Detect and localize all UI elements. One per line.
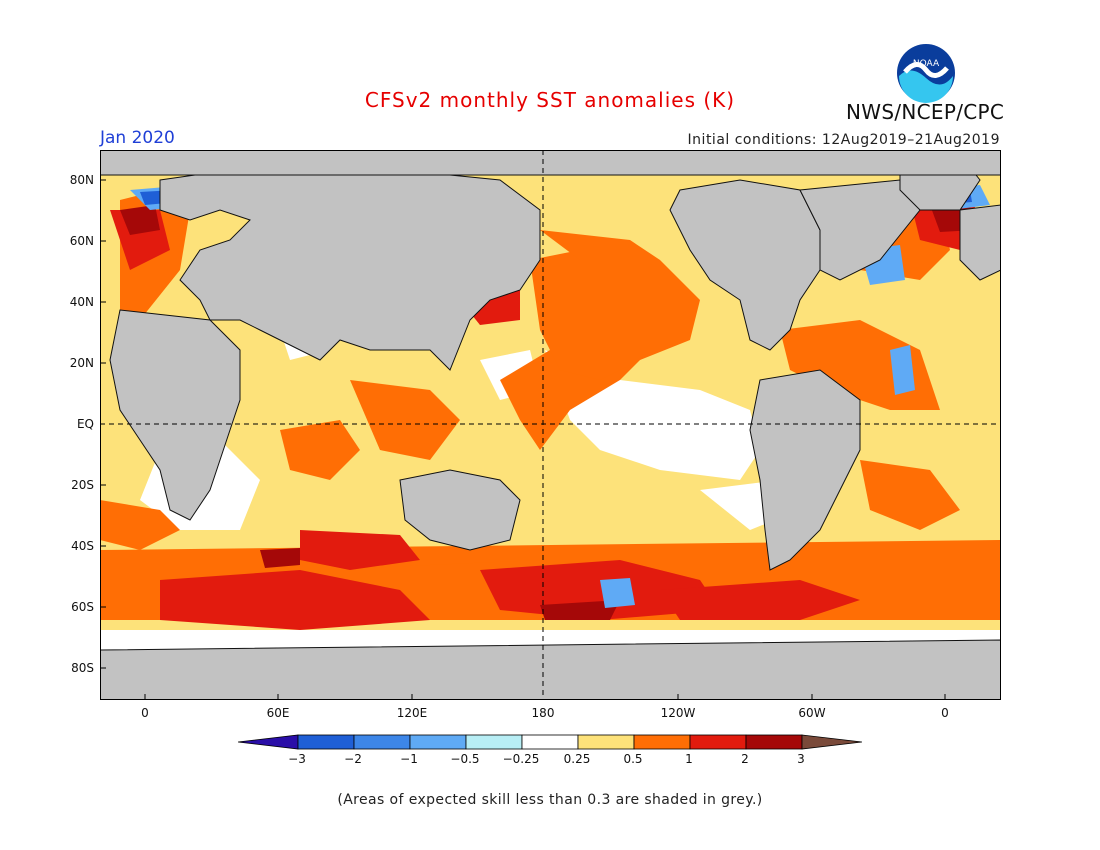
colorbar-label: 3: [797, 752, 805, 766]
lat-label: 20N: [69, 356, 94, 370]
colorbar-segment: [353, 734, 411, 750]
colorbar-label: 2: [741, 752, 749, 766]
svg-text:NOAA: NOAA: [913, 59, 940, 69]
colorbar-extend-high: [801, 734, 862, 750]
colorbar-label: −0.25: [502, 752, 540, 766]
colorbar-segment: [521, 734, 579, 750]
colorbar-segment: [689, 734, 747, 750]
colorbar: [238, 734, 862, 750]
lon-label: 0: [941, 706, 949, 720]
lat-label: 80N: [69, 173, 94, 187]
colorbar-segment: [465, 734, 523, 750]
lon-label: 60W: [798, 706, 826, 720]
colorbar-segment: [577, 734, 635, 750]
skill-note: (Areas of expected skill less than 0.3 a…: [337, 792, 763, 808]
lon-label: 180: [531, 706, 555, 720]
colorbar-segment: [297, 734, 355, 750]
colorbar-extend-low: [238, 734, 299, 750]
colorbar-label: 0.5: [623, 752, 643, 766]
lon-label: 60E: [266, 706, 290, 720]
colorbar-segment: [745, 734, 803, 750]
colorbar-label: −3: [288, 752, 306, 766]
colorbar-segment: [409, 734, 467, 750]
colorbar-segment: [633, 734, 691, 750]
lon-label: 0: [141, 706, 149, 720]
initial-conditions: Initial conditions: 12Aug2019–21Aug2019: [687, 132, 1000, 148]
forecast-month: Jan 2020: [100, 128, 175, 148]
lat-label: 60S: [71, 600, 94, 614]
chart-title: CFSv2 monthly SST anomalies (K): [364, 88, 736, 112]
lat-label: 60N: [69, 234, 94, 248]
lon-label: 120E: [396, 706, 428, 720]
colorbar-label: −2: [344, 752, 362, 766]
colorbar-label: −1: [400, 752, 418, 766]
lat-label: 40S: [71, 539, 94, 553]
lat-label: 20S: [71, 478, 94, 492]
map-frame: [100, 150, 1001, 700]
lat-label: 80S: [71, 661, 94, 675]
colorbar-label: 0.25: [563, 752, 591, 766]
land-masses: [100, 150, 1001, 700]
lon-label: 120W: [660, 706, 696, 720]
noaa-logo: NOAA: [895, 42, 957, 108]
lat-label: 40N: [69, 295, 94, 309]
colorbar-label: −0.5: [450, 752, 480, 766]
colorbar-label: 1: [685, 752, 693, 766]
lat-label: EQ: [76, 417, 94, 431]
agency-label: NWS/NCEP/CPC: [846, 100, 1005, 124]
sst-anomaly-map: [100, 150, 1001, 700]
